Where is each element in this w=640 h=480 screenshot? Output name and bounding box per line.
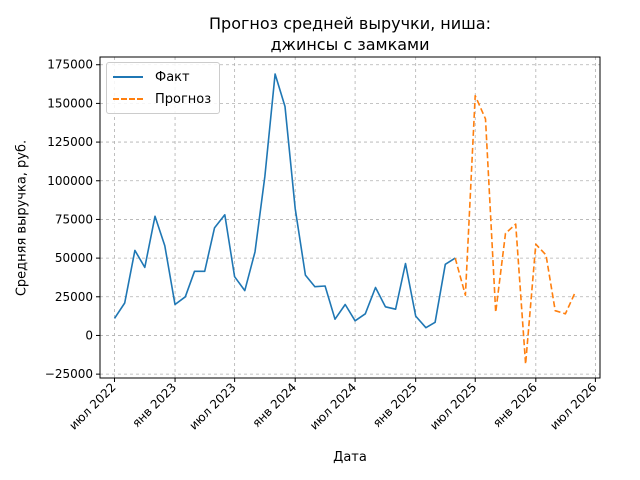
x-tick-label: июл 2026: [547, 380, 599, 432]
y-tick-label: 100000: [47, 174, 93, 188]
series-layer: [113, 73, 577, 365]
chart-title-line-1: Прогноз средней выручки, ниша:: [209, 14, 491, 33]
legend-label-forecast: Прогноз: [155, 91, 212, 107]
x-tick-label: янв 2024: [249, 380, 299, 430]
x-tick-label: янв 2026: [490, 380, 540, 430]
y-tick-label: 125000: [47, 135, 93, 149]
x-tick-label: янв 2025: [370, 380, 420, 430]
y-tick-label: 75000: [55, 212, 93, 226]
y-tick-label: −25000: [45, 367, 93, 381]
legend-item-forecast: Прогноз: [113, 90, 211, 108]
y-axis-label: Средняя выручка, руб.: [14, 139, 30, 297]
chart-title-line-2: джинсы с замками: [270, 35, 430, 54]
y-tick-label: 50000: [55, 251, 93, 265]
y-tick-label: 175000: [47, 58, 93, 72]
series-line-fact: [113, 73, 456, 329]
x-axis-label: Дата: [333, 450, 367, 465]
grid: [100, 57, 600, 378]
legend-item-fact: Факт: [113, 68, 190, 86]
plot-frame: [99, 56, 601, 379]
series-line-forecast: [454, 94, 577, 365]
x-tick-label: янв 2023: [129, 380, 179, 430]
x-tick-label: июл 2022: [66, 380, 118, 432]
y-tick-label: 25000: [55, 290, 93, 304]
legend-swatch-fact: [113, 76, 143, 78]
legend-label-fact: Факт: [155, 69, 190, 85]
x-tick-label: июл 2023: [186, 380, 238, 432]
x-tick-label: июл 2025: [427, 380, 479, 432]
legend-swatch-forecast: [113, 98, 143, 100]
x-tick-label: июл 2024: [307, 380, 359, 432]
y-tick-label: 0: [85, 328, 93, 342]
y-tick-label: 150000: [47, 96, 93, 110]
legend: Факт Прогноз: [106, 62, 220, 114]
